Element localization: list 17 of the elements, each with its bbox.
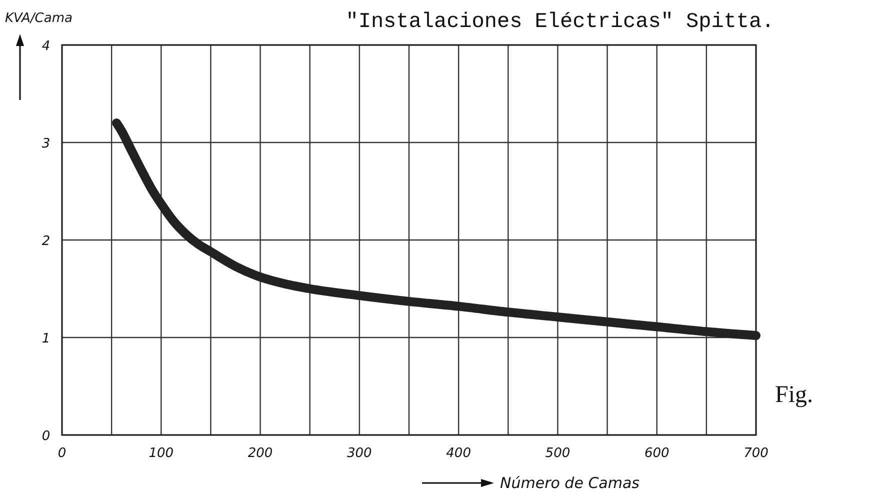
y-tick-label: 4 (42, 39, 50, 54)
text: Fig. (775, 382, 814, 408)
x-tick-label: 700 (744, 446, 768, 461)
y-tick-label: 1 (42, 332, 50, 346)
x-axis-title: Número de Camas (500, 474, 640, 492)
y-tick-label: 2 (42, 234, 50, 249)
x-tick-label: 300 (347, 446, 372, 461)
x-tick-label: 500 (545, 446, 570, 461)
chart-title: "Instalaciones Eléctricas" Spitta. (346, 11, 774, 34)
x-tick-label: 600 (644, 446, 670, 461)
x-tick-label: 0 (58, 446, 66, 461)
y-tick-label: 0 (42, 429, 50, 444)
x-tick-label: 200 (248, 446, 273, 461)
y-axis-title: KVA/Cama (5, 11, 73, 26)
x-tick-label: 100 (148, 446, 174, 461)
y-tick-label: 3 (42, 136, 50, 152)
x-tick-label: 400 (446, 446, 471, 461)
